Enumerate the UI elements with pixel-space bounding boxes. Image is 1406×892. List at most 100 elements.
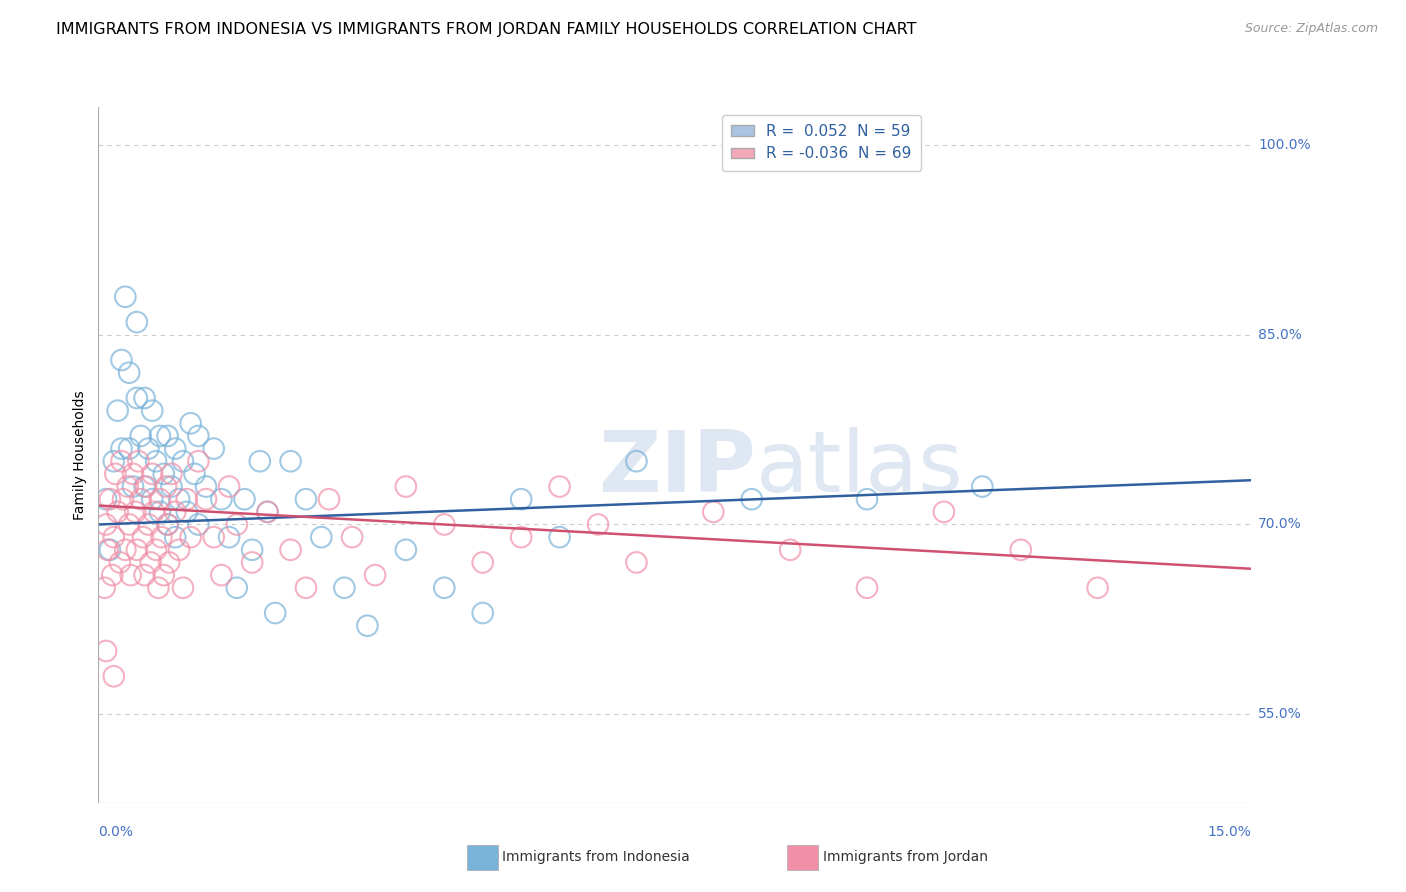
- Point: [856, 581, 879, 595]
- Point: [122, 467, 145, 481]
- Point: [156, 429, 179, 443]
- Point: [218, 479, 240, 493]
- Point: [256, 505, 278, 519]
- Point: [202, 442, 225, 456]
- Point: [209, 492, 232, 507]
- Point: [104, 467, 127, 481]
- Point: [125, 391, 148, 405]
- Point: [209, 568, 232, 582]
- Point: [180, 417, 202, 431]
- Text: IMMIGRANTS FROM INDONESIA VS IMMIGRANTS FROM JORDAN FAMILY HOUSEHOLDS CORRELATIO: IMMIGRANTS FROM INDONESIA VS IMMIGRANTS …: [56, 22, 917, 37]
- Text: 100.0%: 100.0%: [1258, 138, 1310, 152]
- Point: [98, 542, 121, 557]
- Point: [132, 530, 155, 544]
- Text: atlas: atlas: [755, 427, 963, 510]
- Point: [510, 492, 533, 507]
- Point: [122, 479, 145, 493]
- Point: [156, 517, 179, 532]
- Point: [110, 353, 132, 368]
- Point: [155, 479, 177, 493]
- Point: [145, 542, 167, 557]
- Point: [129, 492, 152, 507]
- Point: [280, 542, 302, 557]
- Point: [114, 290, 136, 304]
- Point: [118, 517, 141, 532]
- Point: [117, 479, 139, 493]
- Point: [249, 454, 271, 468]
- Point: [318, 492, 340, 507]
- Point: [264, 606, 287, 620]
- Point: [1010, 542, 1032, 557]
- Point: [124, 505, 146, 519]
- Point: [107, 403, 129, 417]
- Point: [176, 505, 198, 519]
- Point: [125, 542, 148, 557]
- Point: [586, 517, 609, 532]
- Point: [225, 581, 247, 595]
- Point: [98, 492, 121, 507]
- Point: [160, 467, 183, 481]
- Point: [471, 606, 494, 620]
- Point: [1087, 581, 1109, 595]
- Point: [626, 454, 648, 468]
- Point: [108, 556, 131, 570]
- Text: 15.0%: 15.0%: [1208, 825, 1251, 839]
- Point: [94, 517, 117, 532]
- Point: [134, 391, 156, 405]
- Point: [364, 568, 387, 582]
- Point: [240, 556, 263, 570]
- Point: [157, 556, 180, 570]
- Point: [149, 492, 172, 507]
- Point: [150, 530, 173, 544]
- Text: Source: ZipAtlas.com: Source: ZipAtlas.com: [1244, 22, 1378, 36]
- Point: [340, 530, 363, 544]
- Point: [160, 479, 183, 493]
- Point: [94, 644, 117, 658]
- Point: [167, 492, 190, 507]
- Point: [138, 442, 160, 456]
- Point: [129, 429, 152, 443]
- Point: [702, 505, 724, 519]
- Point: [141, 467, 163, 481]
- Point: [125, 315, 148, 329]
- Point: [107, 505, 129, 519]
- Point: [856, 492, 879, 507]
- Point: [114, 542, 136, 557]
- Point: [103, 530, 125, 544]
- Point: [141, 403, 163, 417]
- Legend: R =  0.052  N = 59, R = -0.036  N = 69: R = 0.052 N = 59, R = -0.036 N = 69: [723, 115, 921, 170]
- Point: [110, 454, 132, 468]
- Point: [135, 479, 157, 493]
- Point: [256, 505, 278, 519]
- Point: [280, 454, 302, 468]
- Point: [165, 505, 187, 519]
- Text: 55.0%: 55.0%: [1258, 707, 1302, 722]
- Point: [138, 517, 160, 532]
- Point: [295, 492, 318, 507]
- Point: [433, 581, 456, 595]
- Point: [152, 568, 174, 582]
- Point: [165, 442, 187, 456]
- Point: [471, 556, 494, 570]
- Point: [187, 454, 209, 468]
- Point: [295, 581, 318, 595]
- Point: [395, 542, 418, 557]
- Point: [101, 568, 124, 582]
- Point: [187, 429, 209, 443]
- Point: [149, 505, 172, 519]
- Point: [548, 530, 571, 544]
- Point: [167, 542, 190, 557]
- Text: 0.0%: 0.0%: [98, 825, 134, 839]
- Point: [93, 821, 115, 835]
- Point: [97, 542, 120, 557]
- Point: [156, 517, 179, 532]
- Text: 70.0%: 70.0%: [1258, 517, 1302, 532]
- Point: [395, 479, 418, 493]
- Text: Immigrants from Jordan: Immigrants from Jordan: [823, 850, 987, 864]
- Point: [139, 556, 162, 570]
- Point: [93, 581, 115, 595]
- Point: [134, 479, 156, 493]
- Y-axis label: Family Households: Family Households: [73, 390, 87, 520]
- Point: [152, 467, 174, 481]
- Point: [218, 530, 240, 544]
